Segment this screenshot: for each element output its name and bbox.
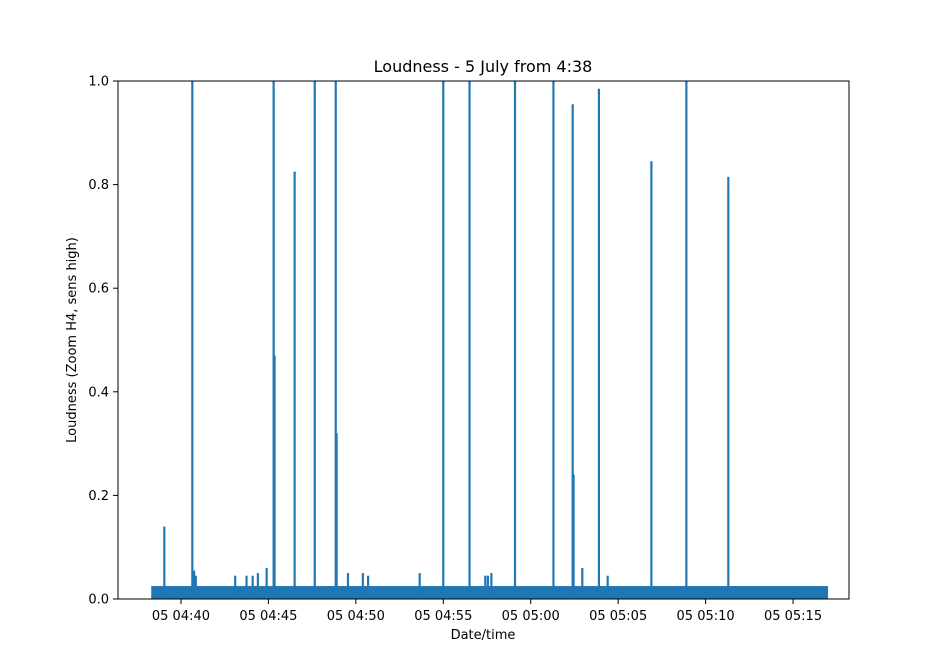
baseline-band <box>151 586 829 599</box>
x-tick-label: 05 05:05 <box>589 609 647 624</box>
x-axis-label: Date/time <box>451 628 516 643</box>
y-tick-label: 0.2 <box>88 489 109 504</box>
y-axis: 0.0 0.2 0.4 0.6 0.8 1.0 <box>88 75 118 608</box>
y-axis-label: Loudness (Zoom H4, sens high) <box>65 237 80 443</box>
chart-title: Loudness - 5 July from 4:38 <box>374 57 593 76</box>
x-axis: 05 04:40 05 04:45 05 04:50 05 04:55 05 05:00… <box>152 599 822 624</box>
x-tick-label: 05 04:55 <box>414 609 472 624</box>
y-tick-label: 1.0 <box>88 75 109 90</box>
x-tick-label: 05 05:10 <box>677 609 735 624</box>
x-tick-label: 05 04:40 <box>152 609 210 624</box>
y-tick-label: 0.6 <box>88 282 109 297</box>
y-tick-label: 0.0 <box>88 593 109 608</box>
x-tick-label: 05 04:50 <box>327 609 385 624</box>
x-tick-label: 05 05:00 <box>502 609 560 624</box>
plot-frame <box>117 80 850 600</box>
x-tick-label: 05 05:15 <box>764 609 822 624</box>
plot-data <box>151 81 829 599</box>
y-tick-label: 0.4 <box>88 385 109 400</box>
x-tick-label: 05 04:45 <box>239 609 297 624</box>
y-tick-label: 0.8 <box>88 178 109 193</box>
